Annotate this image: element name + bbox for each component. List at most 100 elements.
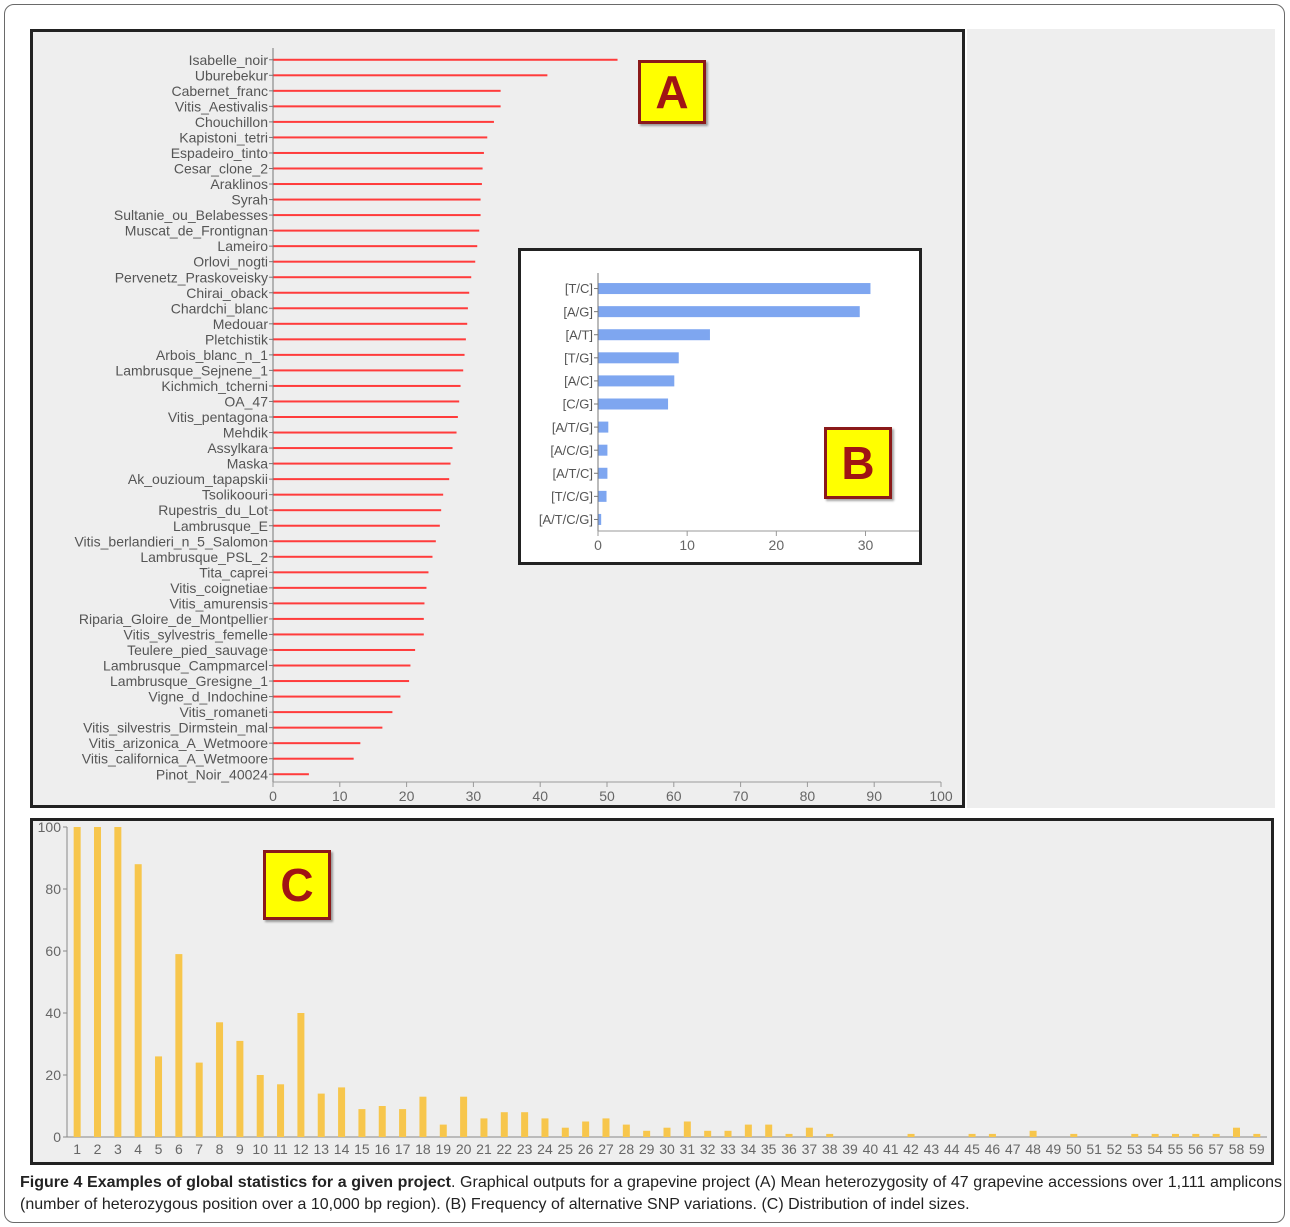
- x-tick-label: 13: [313, 1141, 329, 1157]
- x-tick-label: 19: [435, 1141, 451, 1157]
- category-label: Vitis_pentagona: [168, 409, 268, 425]
- x-tick-label: 35: [761, 1141, 777, 1157]
- bar: [273, 648, 416, 651]
- bar: [273, 338, 466, 341]
- x-tick-label: 40: [863, 1141, 879, 1157]
- bar: [273, 89, 501, 92]
- bar: [236, 1040, 244, 1137]
- category-label: Ak_ouzioum_tapapskii: [128, 471, 268, 487]
- bar: [273, 183, 482, 186]
- category-label: Riparia_Gloire_de_Montpellier: [79, 611, 268, 627]
- bar: [988, 1133, 996, 1137]
- bar: [273, 540, 436, 543]
- bar: [273, 431, 457, 434]
- figure-frame: [4, 4, 1285, 1223]
- x-tick-label: 50: [1066, 1141, 1082, 1157]
- bar: [273, 400, 460, 403]
- x-tick-label: 49: [1046, 1141, 1062, 1157]
- x-tick-label: 20: [399, 788, 415, 804]
- bar: [114, 827, 122, 1137]
- x-tick-label: 38: [822, 1141, 838, 1157]
- x-tick-label: 23: [517, 1141, 533, 1157]
- bar: [598, 329, 710, 341]
- category-label: Tita_caprei: [199, 564, 268, 580]
- x-tick-label: 59: [1249, 1141, 1265, 1157]
- x-tick-label: 56: [1188, 1141, 1204, 1157]
- bar: [598, 513, 602, 525]
- bar: [273, 229, 480, 232]
- category-label: Vitis_californica_A_Wetmoore: [82, 751, 268, 767]
- category-label: Rupestris_du_Lot: [158, 502, 268, 518]
- bar: [582, 1121, 590, 1137]
- bar: [598, 467, 608, 479]
- x-tick-label: 16: [374, 1141, 390, 1157]
- x-tick-label: 90: [866, 788, 882, 804]
- bar: [273, 524, 440, 527]
- x-tick-label: 53: [1127, 1141, 1143, 1157]
- bar: [273, 633, 424, 636]
- bar: [273, 245, 478, 248]
- category-label: Pletchistik: [205, 331, 269, 347]
- bar: [273, 276, 472, 279]
- x-tick-label: 41: [883, 1141, 899, 1157]
- y-tick-label: 60: [45, 943, 61, 959]
- bar: [1029, 1130, 1037, 1137]
- category-label: Muscat_de_Frontignan: [125, 223, 268, 239]
- bar: [94, 827, 102, 1137]
- bar: [273, 617, 424, 620]
- x-tick-label: 28: [619, 1141, 635, 1157]
- category-label: Chirai_oback: [186, 285, 269, 301]
- category-label: Cesar_clone_2: [174, 161, 268, 177]
- bar: [338, 1087, 346, 1137]
- bar: [273, 214, 481, 217]
- bar: [1131, 1133, 1139, 1137]
- category-label: Sultanie_ou_Belabesses: [114, 207, 268, 223]
- category-label: Maska: [227, 456, 268, 472]
- x-tick-label: 46: [985, 1141, 1001, 1157]
- category-label: Lambrusque_E: [173, 518, 268, 534]
- x-tick-label: 30: [858, 537, 874, 553]
- x-tick-label: 45: [964, 1141, 980, 1157]
- bar: [1151, 1133, 1159, 1137]
- bar: [273, 198, 481, 201]
- bar: [598, 283, 871, 295]
- bar: [273, 307, 468, 310]
- x-tick-label: 42: [903, 1141, 919, 1157]
- x-tick-label: 29: [639, 1141, 655, 1157]
- bar: [439, 1124, 447, 1137]
- y-tick-label: 0: [53, 1129, 61, 1145]
- bar: [273, 571, 429, 574]
- x-tick-label: 44: [944, 1141, 960, 1157]
- category-label: Vitis_sylvestris_femelle: [124, 626, 269, 642]
- bar: [598, 398, 669, 410]
- x-tick-label: 54: [1147, 1141, 1163, 1157]
- x-tick-label: 31: [680, 1141, 696, 1157]
- bar: [1192, 1133, 1200, 1137]
- category-label: Vitis_Aestivalis: [175, 98, 268, 114]
- x-tick-label: 20: [769, 537, 785, 553]
- bar: [273, 586, 427, 589]
- category-label: Teulere_pied_sauvage: [127, 642, 268, 658]
- x-tick-label: 12: [293, 1141, 309, 1157]
- bar: [273, 478, 450, 481]
- panel-label-a: A: [638, 60, 706, 124]
- x-tick-label: 20: [456, 1141, 472, 1157]
- bar: [273, 742, 361, 745]
- x-tick-label: 8: [216, 1141, 224, 1157]
- bar: [561, 1127, 569, 1137]
- category-label: [A/C]: [564, 374, 593, 389]
- x-tick-label: 27: [598, 1141, 614, 1157]
- bar: [598, 375, 675, 387]
- y-tick-label: 40: [45, 1005, 61, 1021]
- bar: [968, 1133, 976, 1137]
- bar: [399, 1109, 407, 1137]
- y-tick-label: 100: [38, 821, 62, 835]
- bar: [273, 493, 444, 496]
- bar: [358, 1109, 366, 1137]
- x-tick-label: 34: [741, 1141, 757, 1157]
- category-label: [A/G]: [563, 304, 593, 319]
- category-label: Chouchillon: [195, 114, 268, 130]
- category-label: [T/G]: [564, 350, 593, 365]
- category-label: Lambrusque_Sejnene_1: [115, 362, 268, 378]
